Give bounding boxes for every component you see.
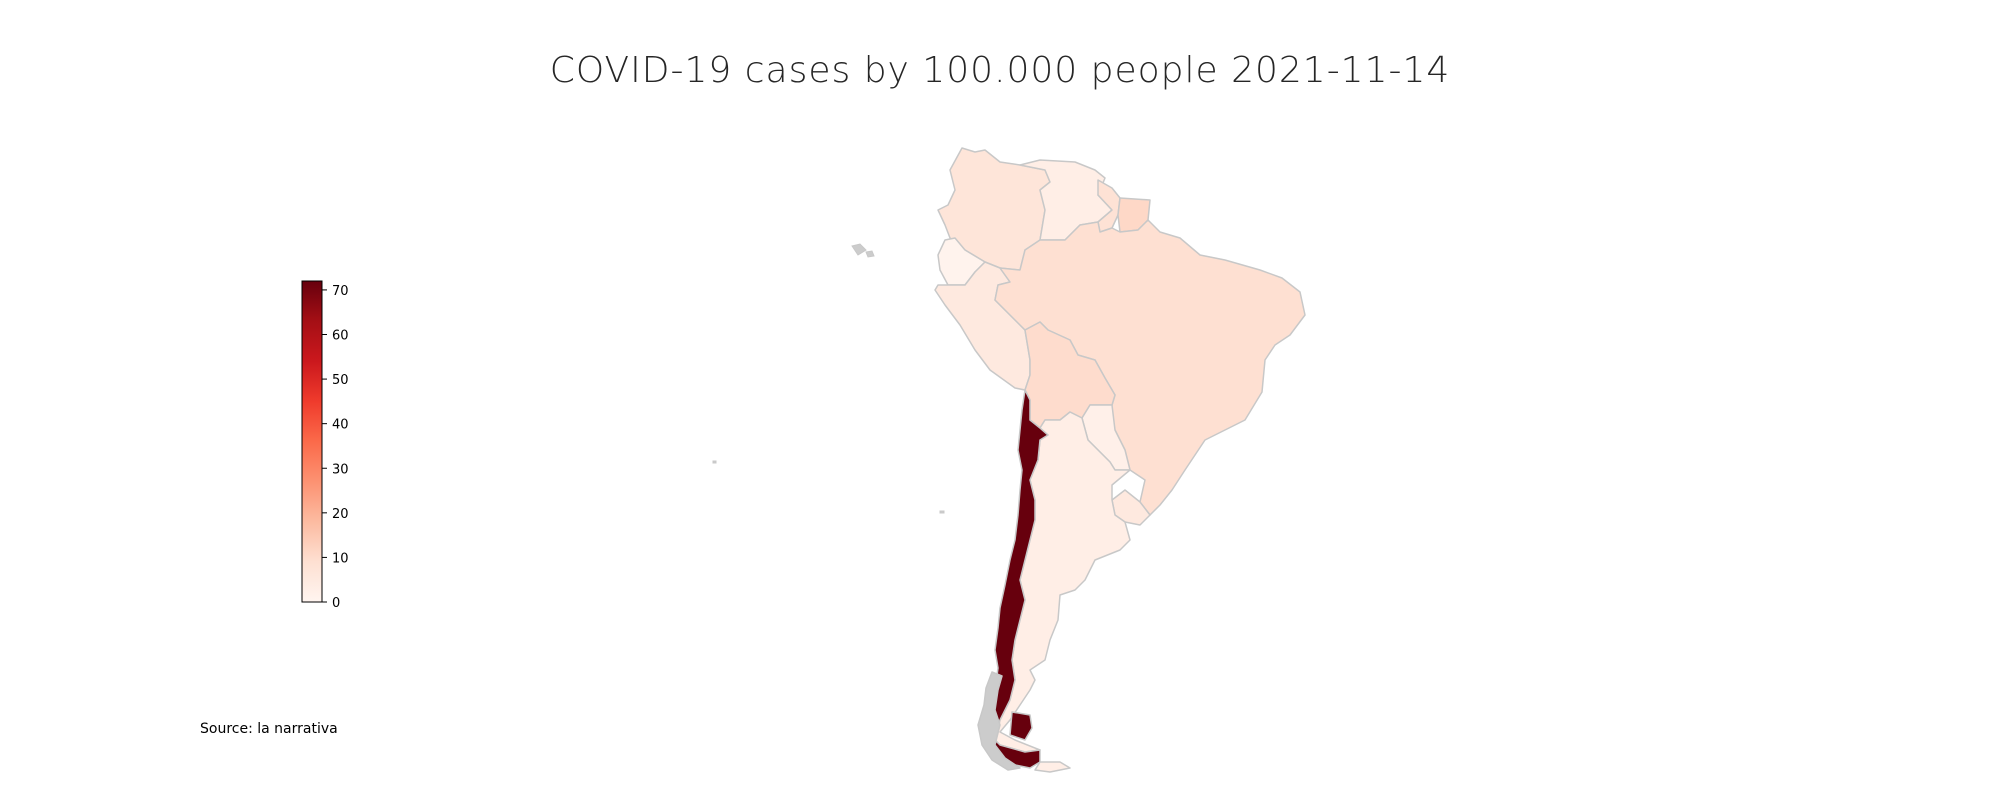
island-dot-2 [939,510,945,514]
galapagos-islands-2 [865,250,875,258]
map-title: COVID-19 cases by 100.000 people 2021-11… [549,50,1451,91]
colorbar-tick-label: 70 [332,284,349,299]
archipelago-south[interactable] [977,671,1021,771]
island-dot-1 [712,460,717,464]
galapagos-islands [851,243,867,256]
colorbar-tick-label: 10 [332,551,349,566]
colorbar-gradient [301,280,323,603]
colorbar-tick-label: 40 [332,418,349,433]
colorbar-tick-label: 0 [332,596,340,611]
country-chile[interactable] [987,389,1049,769]
colorbar-tick-label: 20 [332,507,349,522]
colorbar-tick-label: 50 [332,373,349,388]
source-note: Source: la narrativa [200,721,338,737]
tierra-del-fuego[interactable] [1034,761,1071,773]
colorbar-tick-label: 60 [332,329,349,344]
colorbar-tick-label: 30 [332,462,349,477]
country-chile-fuego[interactable] [1009,711,1033,741]
